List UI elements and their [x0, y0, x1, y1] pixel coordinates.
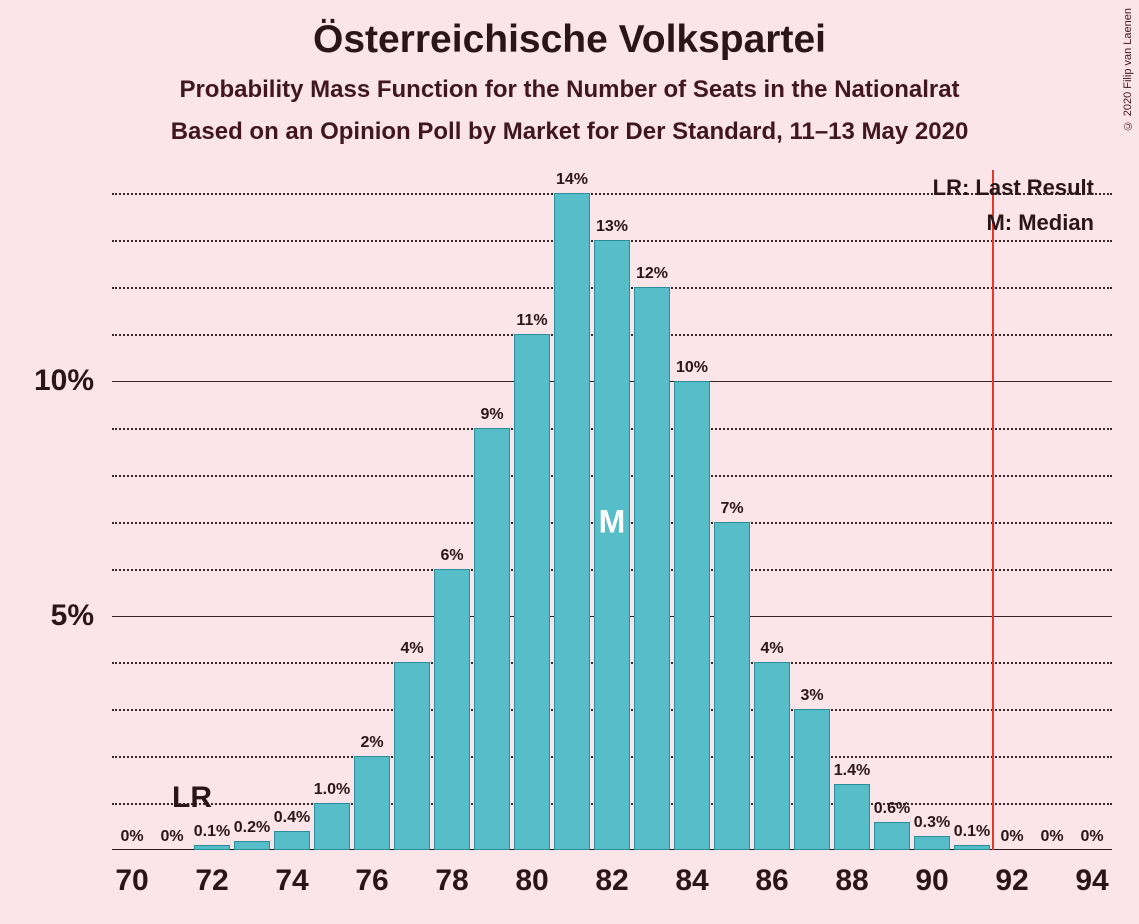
- x-axis-label: 80: [515, 864, 548, 898]
- chart-subtitle-1: Probability Mass Function for the Number…: [0, 76, 1139, 104]
- bar: [434, 569, 471, 850]
- bar: [274, 831, 311, 850]
- last-result-line: [992, 170, 994, 850]
- x-axis-label: 84: [675, 864, 708, 898]
- bar: [594, 240, 631, 850]
- bar-value-label: 1.0%: [314, 781, 350, 799]
- bar-value-label: 13%: [596, 218, 628, 236]
- bar-value-label: 11%: [516, 312, 547, 330]
- legend-lr: LR: Last Result: [933, 175, 1094, 201]
- x-axis-label: 74: [275, 864, 308, 898]
- legend-median: M: Median: [986, 210, 1094, 236]
- copyright-text: © 2020 Filip van Laenen: [1122, 8, 1134, 131]
- bar: [554, 193, 591, 850]
- plot-area: 5%10%0%0%0.1%0.2%0.4%1.0%2%4%6%9%11%14%1…: [112, 170, 1112, 850]
- bar: [674, 381, 711, 850]
- bar-value-label: 10%: [676, 359, 708, 377]
- x-axis-label: 78: [435, 864, 468, 898]
- bar: [634, 287, 671, 850]
- last-result-label: LR: [172, 781, 212, 815]
- bar-value-label: 0%: [1080, 828, 1103, 846]
- bar: [834, 784, 871, 850]
- bar: [474, 428, 511, 850]
- bar-value-label: 2%: [360, 734, 383, 752]
- bar-value-label: 0.3%: [914, 814, 950, 832]
- bar: [514, 334, 551, 850]
- bar: [394, 662, 431, 850]
- bar-value-label: 3%: [800, 687, 823, 705]
- x-axis-label: 70: [115, 864, 148, 898]
- bar: [314, 803, 351, 850]
- bar-value-label: 0%: [160, 828, 183, 846]
- bar-value-label: 0%: [1000, 828, 1023, 846]
- bar-value-label: 9%: [480, 406, 503, 424]
- bar: [794, 709, 831, 850]
- x-axis-label: 76: [355, 864, 388, 898]
- bar-value-label: 0%: [120, 828, 143, 846]
- bar-value-label: 1.4%: [834, 762, 870, 780]
- bar-value-label: 7%: [720, 500, 743, 518]
- y-axis-label: 5%: [51, 599, 94, 633]
- bar: [194, 845, 231, 850]
- x-axis-label: 90: [915, 864, 948, 898]
- bar-value-label: 4%: [760, 640, 783, 658]
- chart-title: Österreichische Volkspartei: [0, 0, 1139, 62]
- x-axis-label: 88: [835, 864, 868, 898]
- bar: [754, 662, 791, 850]
- bar-value-label: 0.1%: [194, 823, 230, 841]
- bar-value-label: 0.4%: [274, 809, 310, 827]
- bar: [234, 841, 271, 850]
- median-marker-label: M: [599, 503, 626, 540]
- bar-value-label: 14%: [556, 171, 588, 189]
- bar: [874, 822, 911, 850]
- bar: [354, 756, 391, 850]
- x-axis-label: 86: [755, 864, 788, 898]
- bar-value-label: 12%: [636, 265, 668, 283]
- x-axis-label: 94: [1075, 864, 1108, 898]
- bar-value-label: 0.2%: [234, 819, 270, 837]
- bar: [914, 836, 951, 850]
- bar-value-label: 0.1%: [954, 823, 990, 841]
- bar-value-label: 0%: [1040, 828, 1063, 846]
- chart-subtitle-2: Based on an Opinion Poll by Market for D…: [0, 118, 1139, 146]
- chart-container: 5%10%0%0%0.1%0.2%0.4%1.0%2%4%6%9%11%14%1…: [32, 170, 1122, 910]
- bar: [714, 522, 751, 850]
- bar-value-label: 0.6%: [874, 800, 910, 818]
- bar-value-label: 4%: [400, 640, 423, 658]
- x-axis-label: 92: [995, 864, 1028, 898]
- bar-value-label: 6%: [440, 547, 463, 565]
- x-axis-label: 82: [595, 864, 628, 898]
- y-axis-label: 10%: [34, 364, 94, 398]
- bar: [954, 845, 991, 850]
- x-axis-label: 72: [195, 864, 228, 898]
